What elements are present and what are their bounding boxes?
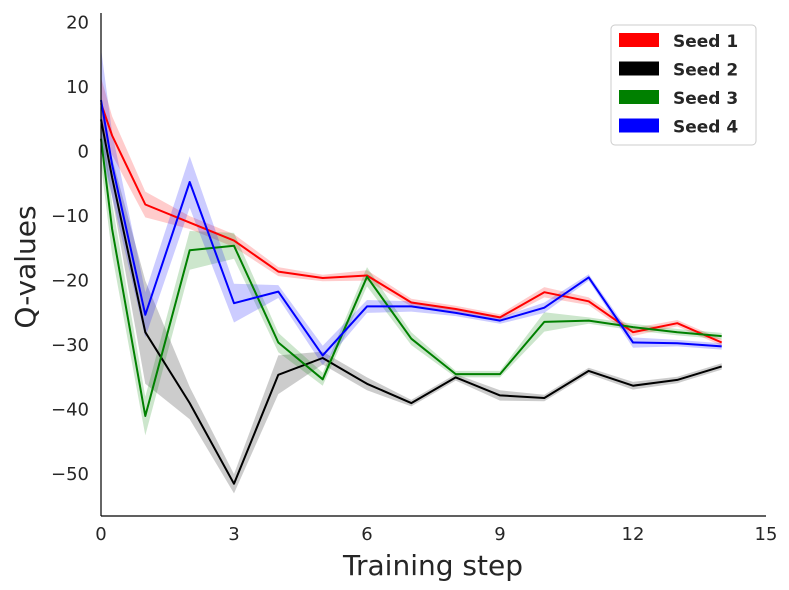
axes [100, 13, 766, 517]
seed-3-line [100, 138, 722, 417]
x-tick-label: 6 [361, 524, 372, 545]
seed-4-legend-swatch [619, 118, 659, 133]
seed-1-legend-label: Seed 1 [673, 32, 738, 52]
seed-2-legend-swatch [619, 61, 659, 76]
x-tick-label: 9 [494, 524, 505, 545]
x-tick-label: 0 [95, 524, 106, 545]
y-tick-label: −10 [51, 206, 89, 227]
legend: Seed 1 Seed 2 Seed 3 Seed 4 [610, 24, 757, 146]
confidence-bands [101, 48, 722, 494]
seed-3-legend-label: Seed 3 [673, 89, 738, 109]
seed-2-line [100, 119, 722, 485]
legend-frame [610, 24, 757, 146]
seed-1-legend-swatch [619, 33, 659, 47]
y-tick-label: 10 [66, 77, 89, 98]
x-tick-label: 15 [755, 524, 778, 545]
seed-3-legend-swatch [619, 90, 659, 104]
x-tick-label: 12 [622, 524, 645, 545]
y-tick-label: 20 [66, 13, 89, 34]
seed-4-band [101, 48, 722, 366]
x-tick-label: 3 [228, 524, 239, 545]
y-axis-label: Q-values [9, 205, 42, 328]
seed-2-band [101, 100, 722, 494]
seed-1-line [100, 102, 723, 344]
y-tick-label: −20 [51, 271, 89, 292]
y-tick-label: 0 [78, 142, 89, 163]
seed-4-legend-label: Seed 4 [673, 118, 738, 138]
x-axis-label: Training step [342, 549, 523, 582]
seed-4-line [100, 99, 722, 357]
seed-2-legend-label: Seed 2 [673, 61, 738, 81]
y-tick-label: −50 [51, 464, 89, 485]
series-lines [100, 99, 723, 485]
tick-labels: 0 3 6 9 12 15 20 10 0 −10 −20 −30 −40 −50 [51, 13, 777, 545]
y-tick-label: −40 [51, 400, 89, 421]
y-tick-label: −30 [51, 335, 89, 356]
